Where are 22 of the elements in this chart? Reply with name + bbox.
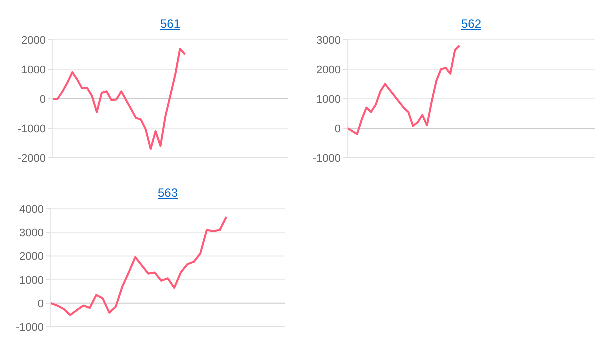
y-tick-label: 0: [334, 124, 341, 136]
y-tick-label: -1000: [312, 153, 341, 165]
y-tick-label: 2000: [20, 251, 44, 264]
chart-title: 562: [461, 17, 482, 31]
y-tick-label: 0: [40, 94, 46, 106]
chart-title: 561: [160, 17, 181, 31]
y-tick-label: 0: [38, 298, 44, 310]
y-tick-label: 4000: [20, 204, 44, 216]
chart-title: 563: [158, 186, 178, 200]
y-tick-label: -1000: [18, 124, 46, 136]
y-tick-label: 1000: [316, 94, 341, 106]
line-series: [347, 44, 461, 136]
y-tick-label: 3000: [316, 35, 341, 47]
line-series: [50, 216, 228, 316]
y-tick-label: -2000: [18, 153, 46, 165]
y-tick-label: 3000: [20, 228, 44, 240]
line-series: [52, 48, 186, 150]
y-tick-label: 1000: [22, 64, 46, 76]
y-tick-label: 2000: [22, 35, 46, 47]
y-tick-label: 1000: [20, 274, 44, 287]
y-tick-label: 2000: [316, 64, 341, 76]
y-tick-label: -1000: [16, 322, 44, 334]
